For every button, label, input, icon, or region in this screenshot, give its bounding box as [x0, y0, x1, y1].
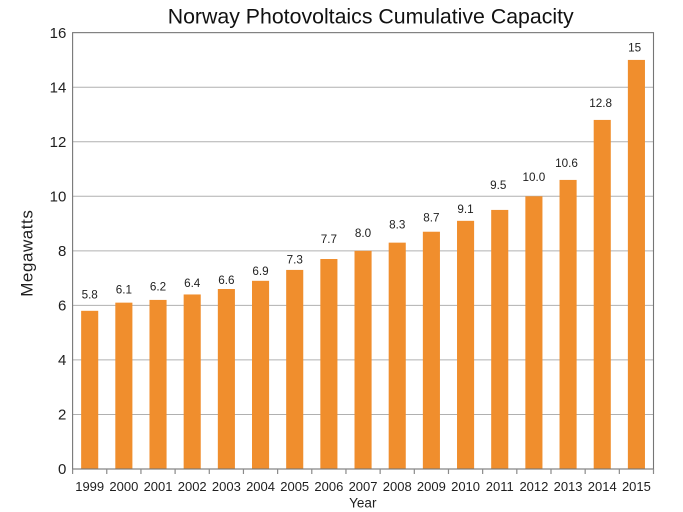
- svg-text:5.8: 5.8: [82, 289, 98, 302]
- svg-text:Year: Year: [349, 495, 377, 510]
- svg-text:2006: 2006: [314, 479, 343, 494]
- svg-text:14: 14: [50, 79, 67, 96]
- svg-text:10.6: 10.6: [555, 157, 578, 170]
- svg-text:10.0: 10.0: [523, 171, 546, 184]
- svg-text:Norway Photovoltaics Cumulativ: Norway Photovoltaics Cumulative Capacity: [168, 4, 574, 28]
- svg-text:6.4: 6.4: [184, 277, 201, 290]
- svg-text:6: 6: [58, 297, 66, 314]
- svg-text:6.6: 6.6: [218, 274, 234, 287]
- svg-text:9.1: 9.1: [457, 203, 473, 216]
- svg-text:2: 2: [58, 407, 66, 424]
- svg-text:2009: 2009: [417, 479, 446, 494]
- svg-text:2001: 2001: [144, 479, 173, 494]
- svg-text:6.9: 6.9: [252, 265, 268, 278]
- svg-text:9.5: 9.5: [490, 179, 507, 192]
- svg-text:2002: 2002: [178, 479, 207, 494]
- svg-text:4: 4: [58, 352, 66, 369]
- svg-text:12.8: 12.8: [589, 97, 612, 110]
- svg-text:1999: 1999: [75, 479, 104, 494]
- svg-text:16: 16: [50, 25, 67, 42]
- svg-text:6.2: 6.2: [150, 281, 166, 294]
- svg-text:2011: 2011: [486, 479, 514, 494]
- svg-text:8: 8: [58, 243, 66, 260]
- svg-text:2004: 2004: [246, 479, 275, 494]
- svg-text:2003: 2003: [212, 479, 241, 494]
- svg-text:2015: 2015: [622, 479, 651, 494]
- svg-text:Megawatts: Megawatts: [18, 210, 37, 297]
- svg-text:2014: 2014: [588, 479, 617, 494]
- svg-text:0: 0: [58, 461, 66, 478]
- svg-text:6.1: 6.1: [116, 284, 132, 297]
- svg-text:2012: 2012: [519, 479, 548, 494]
- svg-text:8.0: 8.0: [355, 227, 372, 240]
- svg-text:2000: 2000: [109, 479, 138, 494]
- svg-text:2013: 2013: [554, 479, 583, 494]
- svg-text:8.7: 8.7: [423, 212, 439, 225]
- svg-text:2007: 2007: [349, 479, 378, 494]
- svg-text:2008: 2008: [383, 479, 412, 494]
- svg-text:8.3: 8.3: [389, 219, 405, 232]
- svg-text:10: 10: [50, 188, 67, 205]
- svg-text:2010: 2010: [451, 479, 480, 494]
- svg-text:7.3: 7.3: [287, 253, 303, 266]
- svg-text:12: 12: [50, 134, 67, 151]
- svg-text:15: 15: [628, 42, 642, 55]
- svg-text:7.7: 7.7: [321, 233, 337, 246]
- svg-text:2005: 2005: [280, 479, 309, 494]
